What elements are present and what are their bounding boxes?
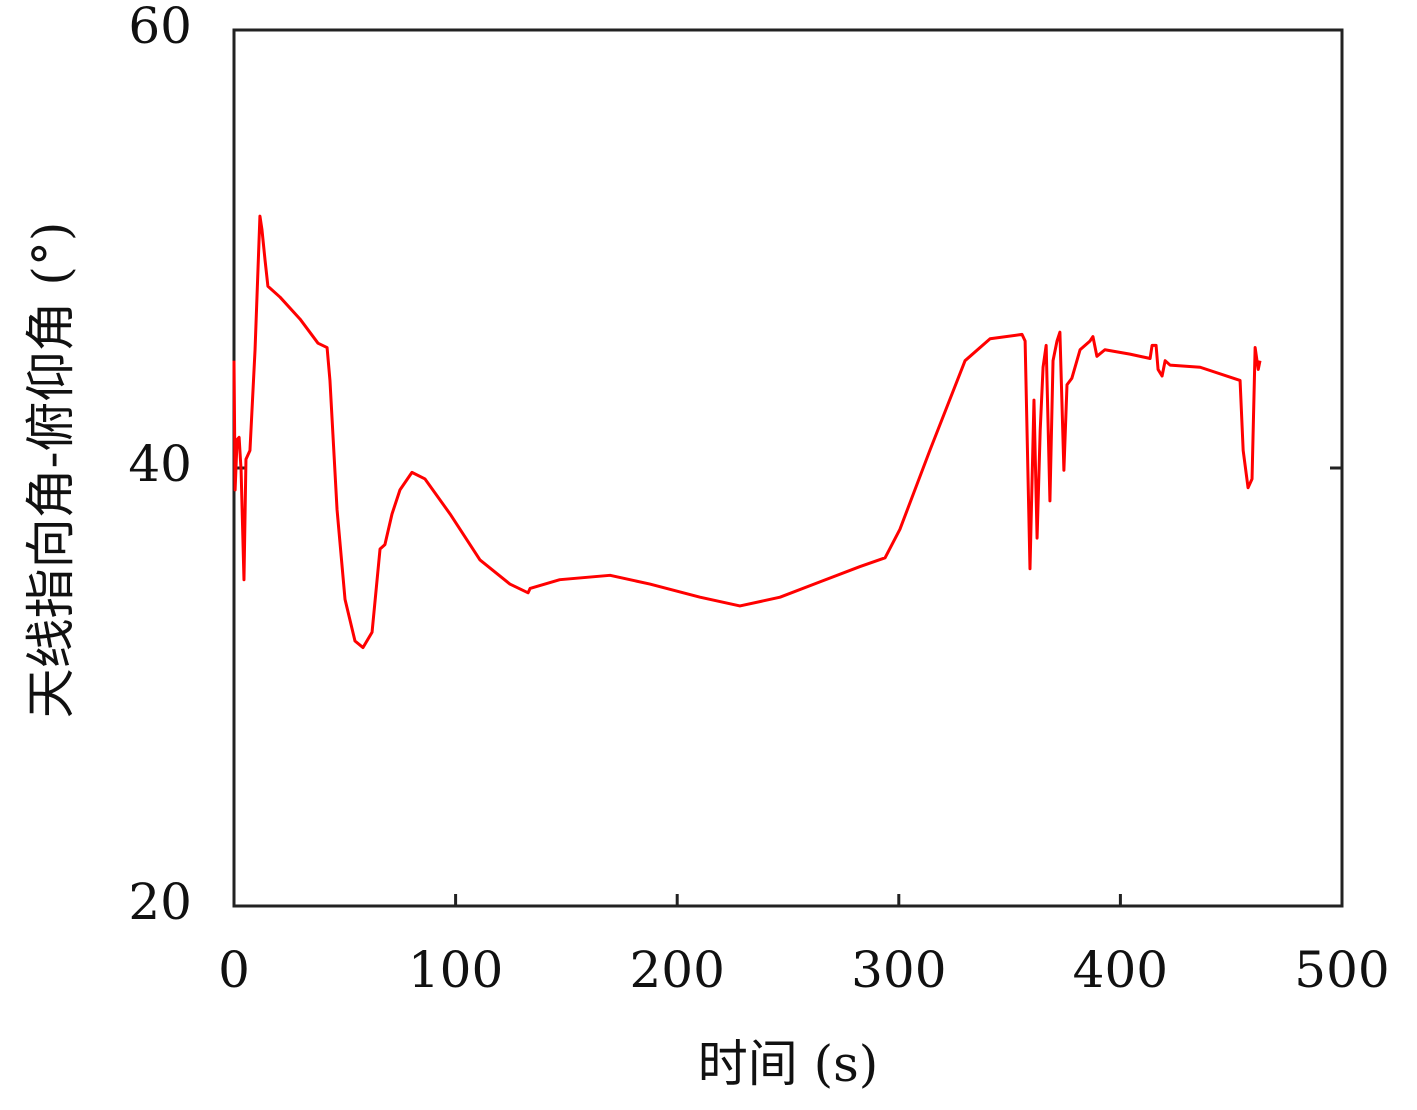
data-line <box>232 214 1262 650</box>
y-axis-label: 天线指向角-俯仰角 (°) <box>22 222 80 719</box>
x-tick-label: 200 <box>629 941 724 999</box>
x-tick-label: 100 <box>408 941 503 999</box>
x-tick-label: 500 <box>1294 941 1389 999</box>
x-tick-label: 0 <box>218 941 250 999</box>
plot-frame <box>232 28 1344 908</box>
y-tick-label: 40 <box>128 435 192 493</box>
y-tick-label: 60 <box>128 0 192 55</box>
y-tick-label: 20 <box>128 873 192 931</box>
x-axis-label: 时间 (s) <box>698 1035 879 1093</box>
x-tick-label: 300 <box>851 941 946 999</box>
x-tick-label: 400 <box>1073 941 1168 999</box>
